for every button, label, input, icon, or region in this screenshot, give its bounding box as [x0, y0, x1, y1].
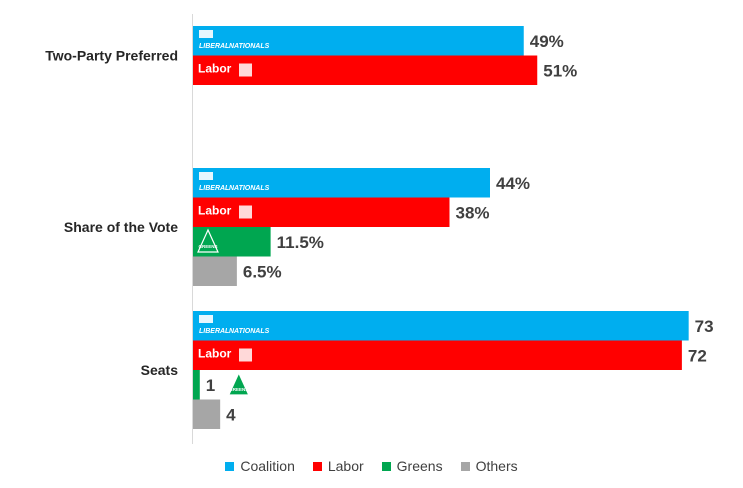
- coalition-logo-mark: [199, 172, 213, 180]
- legend-swatch-labor: [312, 461, 322, 471]
- legend-item-greens: Greens: [381, 458, 443, 474]
- legend: Coalition Labor Greens Others: [0, 458, 743, 474]
- value-label-share-of-the-vote-labor: 38%: [456, 203, 490, 222]
- bar-share-of-the-vote-coalition: [193, 168, 490, 198]
- bar-two-party-preferred-coalition: [193, 26, 524, 56]
- legend-label-coalition: Coalition: [240, 458, 295, 474]
- value-label-seats-greens: 1: [206, 376, 215, 395]
- legend-item-others: Others: [460, 458, 518, 474]
- bar-seats-coalition: [193, 311, 689, 341]
- coalition-logo-mark: [199, 315, 213, 323]
- coalition-logo: LIBERAL NATIONALS: [199, 172, 270, 192]
- coalition-logo-mark: [199, 30, 213, 38]
- bar-share-of-the-vote-others: [193, 256, 237, 286]
- value-label-share-of-the-vote-coalition: 44%: [496, 174, 530, 193]
- labor-logo-text: Labor: [198, 62, 232, 76]
- legend-swatch-coalition: [225, 461, 235, 471]
- greens-logo-text: GREENS: [198, 244, 217, 249]
- coalition-logo-nationals: NATIONALS: [229, 328, 270, 335]
- bar-seats-labor: [193, 340, 682, 370]
- labor-logo: Labor: [198, 62, 252, 77]
- labor-logo-text: Labor: [198, 347, 232, 361]
- value-label-two-party-preferred-labor: 51%: [543, 61, 577, 80]
- labor-logo-text: Labor: [198, 204, 232, 218]
- category-label-share-of-the-vote: Share of the Vote: [64, 219, 178, 235]
- legend-item-coalition: Coalition: [225, 458, 295, 474]
- coalition-logo-liberal: LIBERAL: [199, 185, 229, 192]
- greens-logo-text: GREENS: [229, 387, 248, 392]
- legend-label-others: Others: [475, 458, 518, 474]
- bar-seats-others: [193, 399, 221, 429]
- labor-logo-flag: [239, 205, 252, 219]
- greens-logo: GREENS: [227, 371, 250, 396]
- coalition-logo: LIBERAL NATIONALS: [199, 315, 270, 335]
- value-label-seats-others: 4: [226, 405, 236, 424]
- value-label-seats-coalition: 73: [695, 317, 714, 336]
- labor-logo-flag: [239, 63, 252, 77]
- coalition-logo-nationals: NATIONALS: [229, 43, 270, 50]
- legend-swatch-others: [460, 461, 470, 471]
- value-label-share-of-the-vote-others: 6.5%: [243, 262, 282, 281]
- coalition-logo: LIBERAL NATIONALS: [199, 30, 270, 50]
- coalition-logo-nationals: NATIONALS: [229, 185, 270, 192]
- value-label-two-party-preferred-coalition: 49%: [530, 32, 564, 51]
- legend-label-labor: Labor: [327, 458, 364, 474]
- coalition-logo-liberal: LIBERAL: [199, 328, 229, 335]
- category-label-seats: Seats: [141, 362, 179, 378]
- value-label-seats-labor: 72: [688, 346, 707, 365]
- legend-swatch-greens: [381, 461, 391, 471]
- legend-label-greens: Greens: [396, 458, 443, 474]
- coalition-logo-liberal: LIBERAL: [199, 43, 229, 50]
- bar-seats-greens: [193, 370, 200, 400]
- labor-logo-flag: [239, 348, 252, 362]
- labor-logo: Labor: [198, 204, 252, 219]
- greens-logo-triangle: [227, 371, 250, 396]
- legend-item-labor: Labor: [312, 458, 364, 474]
- category-label-two-party-preferred: Two-Party Preferred: [45, 48, 178, 64]
- greens-logo-triangle: [197, 228, 219, 253]
- bar-share-of-the-vote-labor: [193, 197, 450, 227]
- value-label-share-of-the-vote-greens: 11.5%: [277, 233, 324, 252]
- labor-logo: Labor: [198, 347, 252, 362]
- greens-logo: GREENS: [197, 228, 219, 253]
